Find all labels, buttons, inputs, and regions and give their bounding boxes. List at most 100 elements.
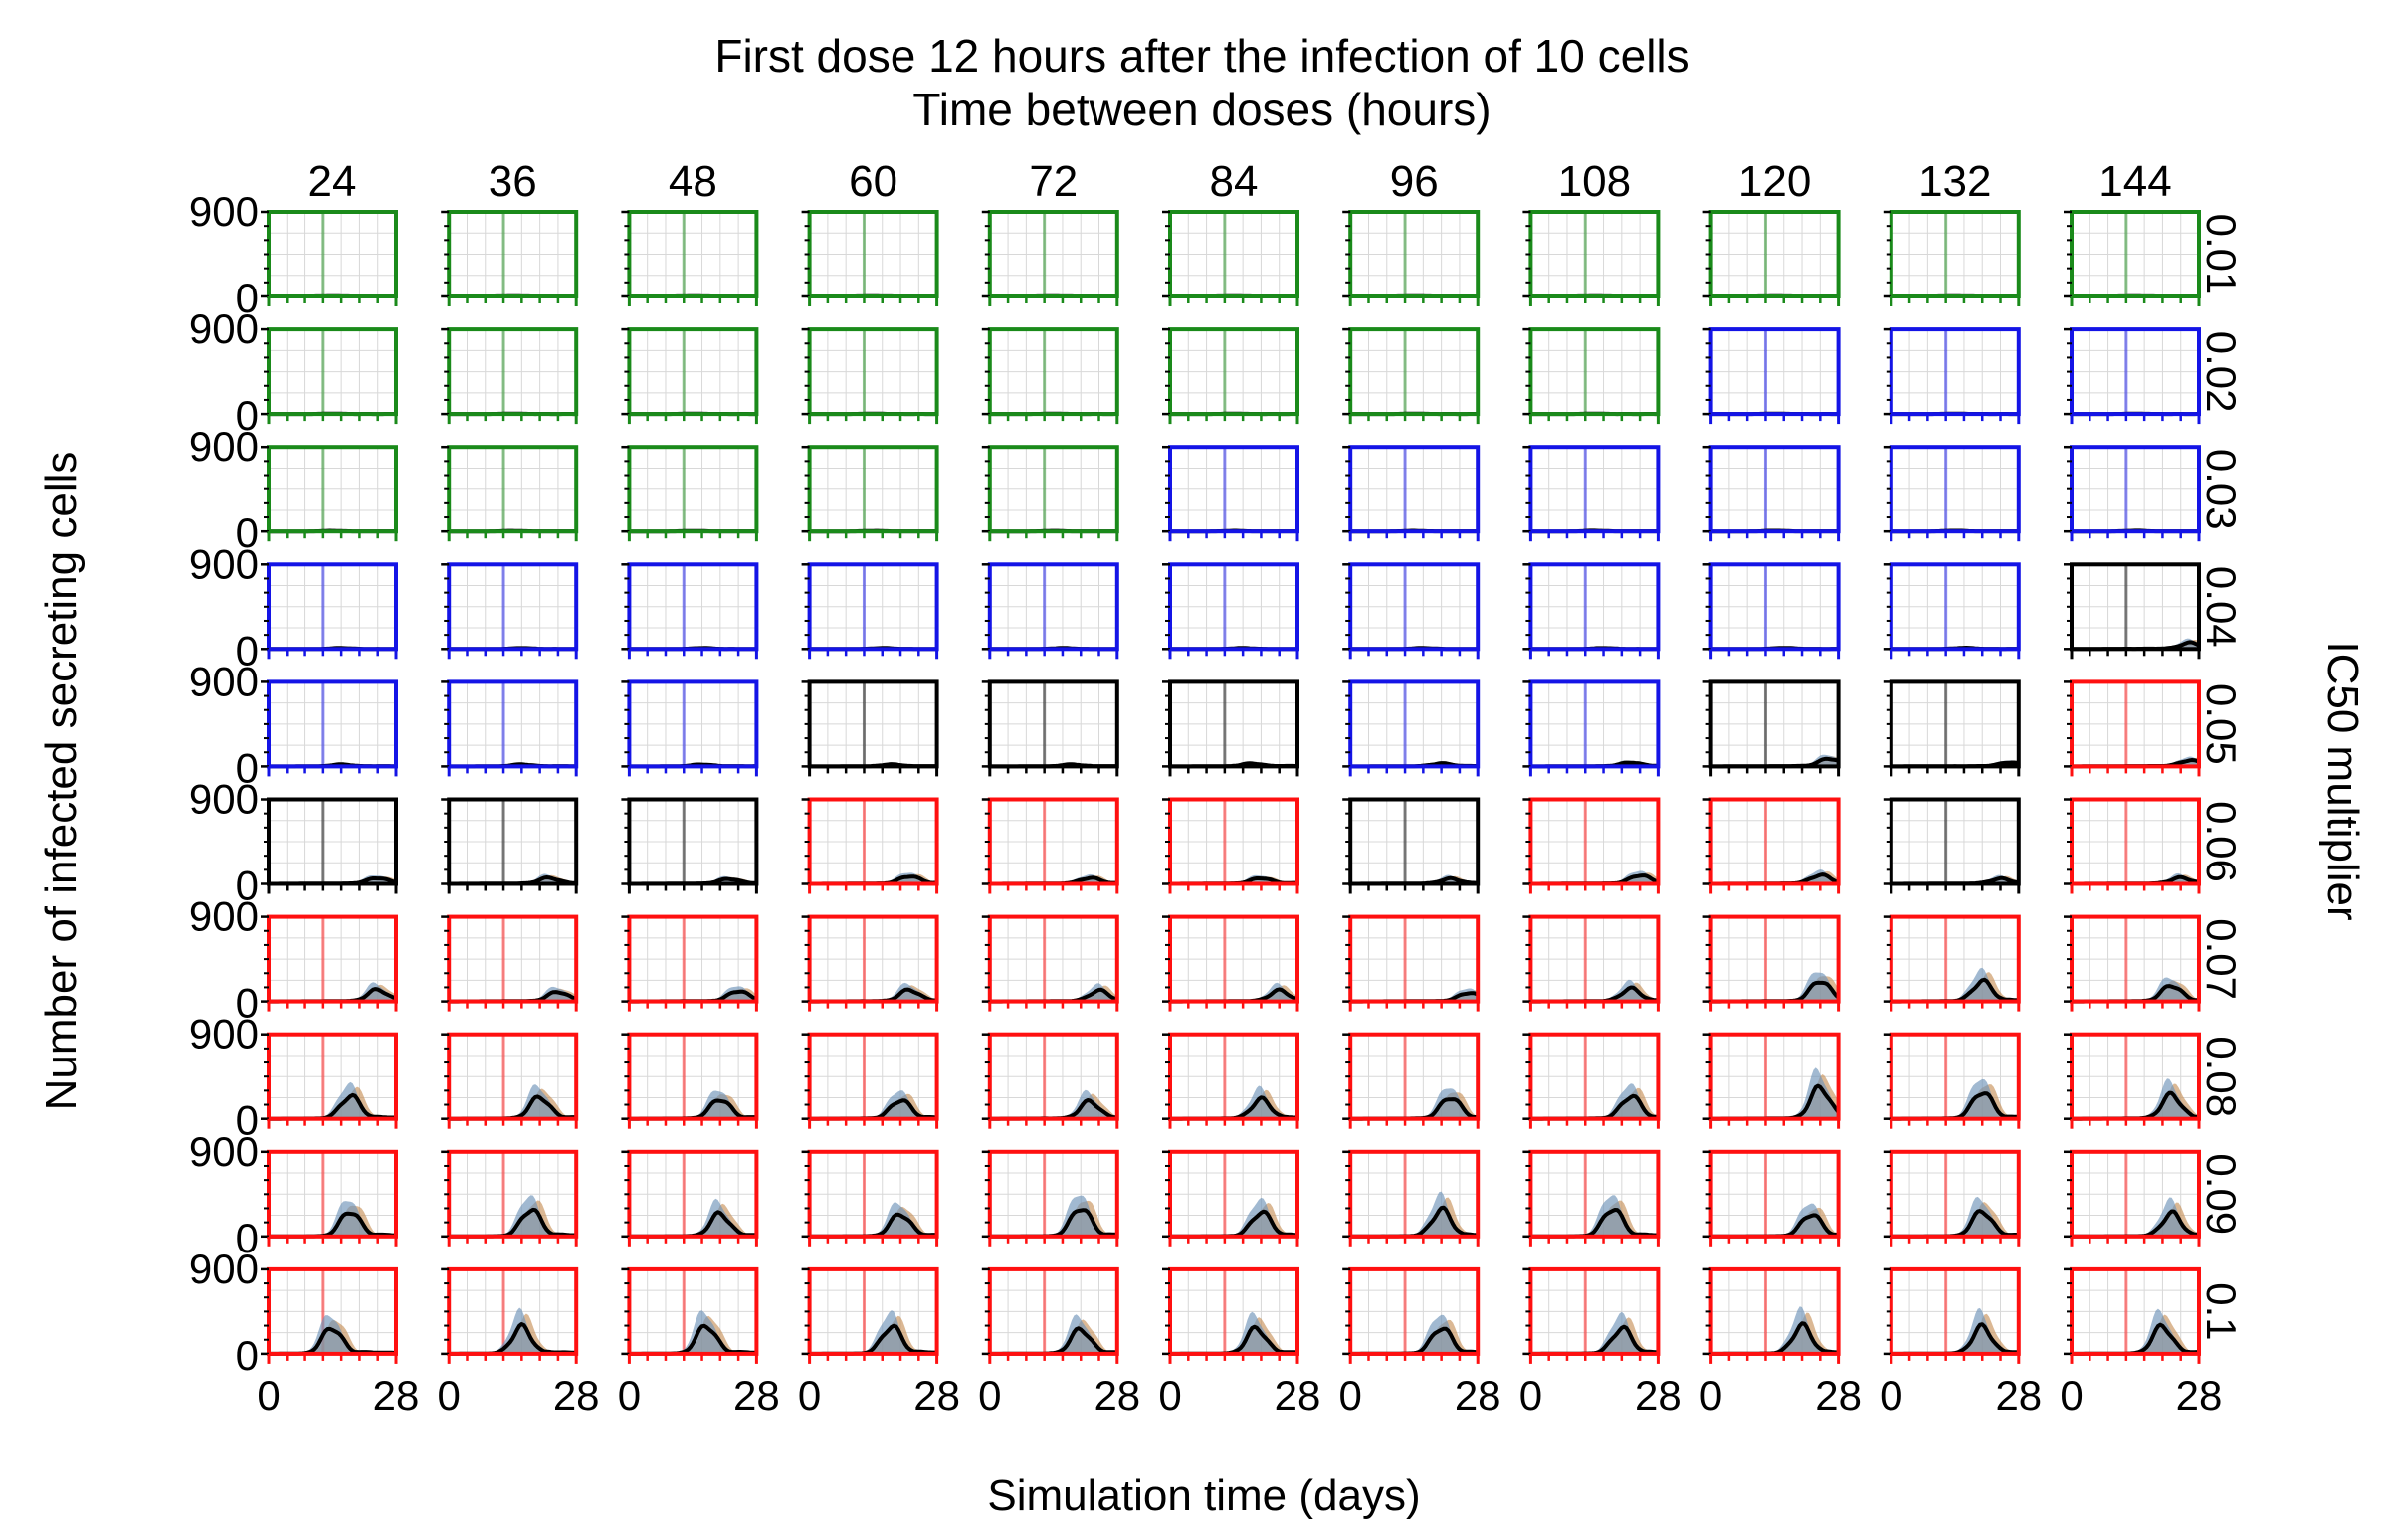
panel [1702,1149,1841,1247]
panel [441,210,579,306]
panel [1522,797,1661,894]
spread-band [989,873,1117,884]
panel [1702,797,1841,894]
panel [2064,445,2201,542]
spread-band [1890,967,2019,1002]
spread-band [1710,1306,1839,1354]
panel [261,1032,398,1129]
y-tick-label: 900 [189,188,259,235]
x-tick-label: 0 [1339,1372,1362,1419]
row-label: 0.06 [2198,801,2245,882]
panel [1162,1032,1299,1129]
spread-band [449,1084,577,1119]
panel [1522,914,1661,1012]
panel [621,327,759,425]
panel [1342,210,1481,306]
y-tick-label: 0 [236,980,259,1027]
panel [2064,1032,2201,1129]
y-tick-label: 900 [189,1011,259,1058]
spread-band [2072,977,2199,1002]
panel [261,1149,398,1247]
panel [1522,1032,1661,1129]
spread-band [629,1090,757,1119]
panel [801,1266,939,1364]
y-tick-label: 0 [236,1097,259,1144]
row-label: 0.08 [2198,1036,2245,1117]
panel [1162,1266,1299,1364]
row-label: 0.05 [2198,683,2245,765]
spread-band [1350,1191,1479,1237]
panel [981,797,1119,894]
panel [1702,1266,1841,1364]
panel [1522,562,1661,660]
panel [981,1032,1119,1129]
panel [981,562,1119,660]
spread-band [1530,1311,1659,1354]
panel [1342,1032,1481,1129]
panel [1883,797,2021,894]
spread-band [1890,1196,2019,1237]
panel [981,914,1119,1012]
y-tick-label: 0 [236,1332,259,1379]
spread-band [1890,1078,2019,1119]
panel [1162,445,1299,542]
panel [1342,445,1481,542]
x-tick-label: 28 [1815,1372,1862,1419]
panel [981,327,1119,425]
column-label: 72 [1029,157,1078,206]
y-axis-label: Number of infected secreting cells [37,452,86,1111]
panel [981,445,1119,542]
column-label: 36 [489,157,537,206]
panel [261,327,398,425]
x-tick-label: 28 [733,1372,780,1419]
column-label: 108 [1558,157,1631,206]
y-tick-label: 900 [189,423,259,470]
spread-band [1530,1083,1659,1119]
panel [1702,445,1841,542]
panel [1162,327,1299,425]
panel [801,1032,939,1129]
y-tick-label: 900 [189,540,259,587]
panel [1883,1032,2021,1129]
spread-band [2072,1078,2199,1119]
column-labels: 24 36 48 60 72 84 96 108 120 132 144 [308,157,2172,206]
panel [801,797,939,894]
panel [1342,679,1481,777]
x-tick-label: 28 [1094,1372,1140,1419]
spread-band [2072,1197,2199,1237]
spread-band [269,1315,396,1354]
spread-band [629,1198,757,1237]
panel [801,1149,939,1247]
row-label: 0.02 [2198,331,2245,413]
panel [1883,445,2021,542]
panel [1883,327,2021,425]
panel [441,445,579,542]
panel [801,562,939,660]
spread-band [2072,1308,2199,1354]
panel [1162,210,1299,306]
column-label: 132 [1918,157,1991,206]
panel [261,445,398,542]
x-tick-label: 0 [1699,1372,1722,1419]
y-tick-label: 0 [236,627,259,674]
panel [621,562,759,660]
panel [2064,562,2201,660]
panel [1522,1149,1661,1247]
spread-band [269,1081,396,1119]
panel [1522,679,1661,777]
panel [1883,1149,2021,1247]
panel [1702,327,1841,425]
spread-band [1890,1307,2019,1354]
panel [1702,679,1841,777]
panel [1702,562,1841,660]
panel [1342,797,1481,894]
y-tick-label: 900 [189,305,259,352]
y-tick-label: 900 [189,1128,259,1175]
y-tick-label: 0 [236,275,259,321]
panel [1522,1266,1661,1364]
column-label: 120 [1738,157,1811,206]
column-label: 48 [669,157,717,206]
x-tick-label: 28 [1275,1372,1321,1419]
panel [1702,1032,1841,1129]
